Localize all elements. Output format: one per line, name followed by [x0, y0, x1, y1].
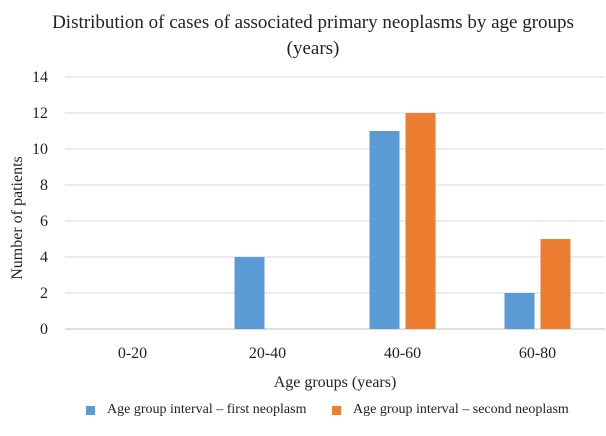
y-tick-label: 8	[40, 177, 48, 194]
bar-first-neoplasm-20-40	[234, 257, 265, 329]
legend-item-second-neoplasm: Age group interval – second neoplasm	[332, 402, 569, 418]
x-axis-ticks: 0-20 20-40 40-60 60-80	[118, 345, 556, 362]
bar-first-neoplasm-40-60	[369, 131, 400, 329]
y-tick-label: 4	[40, 249, 48, 266]
y-tick-label: 10	[32, 141, 48, 158]
y-axis-title: Number of patients	[9, 156, 26, 280]
chart-title: Distribution of cases of associated prim…	[52, 12, 574, 59]
bar-second-neoplasm-40-60	[405, 113, 436, 329]
x-tick-label: 40-60	[384, 345, 421, 362]
bar-first-neoplasm-60-80	[504, 293, 535, 329]
bars	[234, 113, 571, 329]
y-tick-label: 6	[40, 213, 48, 230]
y-tick-label: 2	[40, 285, 48, 302]
x-tick-label: 20-40	[249, 345, 286, 362]
legend-item-first-neoplasm: Age group interval – first neoplasm	[86, 402, 306, 418]
legend-label-second-neoplasm: Age group interval – second neoplasm	[353, 402, 569, 417]
gridlines	[65, 76, 605, 330]
legend-swatch-second-neoplasm	[332, 405, 341, 415]
x-tick-label: 60-80	[519, 345, 556, 362]
bar-second-neoplasm-60-80	[540, 239, 571, 329]
y-tick-label: 0	[40, 321, 48, 338]
legend-swatch-first-neoplasm	[86, 405, 95, 415]
y-axis-ticks: 0 2 4 6 8 10 12 14	[32, 69, 48, 338]
legend-label-first-neoplasm: Age group interval – first neoplasm	[107, 402, 307, 417]
y-tick-label: 14	[32, 69, 48, 86]
x-axis-title: Age groups (years)	[274, 374, 397, 391]
y-tick-label: 12	[32, 105, 48, 122]
legend: Age group interval – first neoplasm Age …	[0, 402, 606, 426]
x-tick-label: 0-20	[118, 345, 147, 362]
